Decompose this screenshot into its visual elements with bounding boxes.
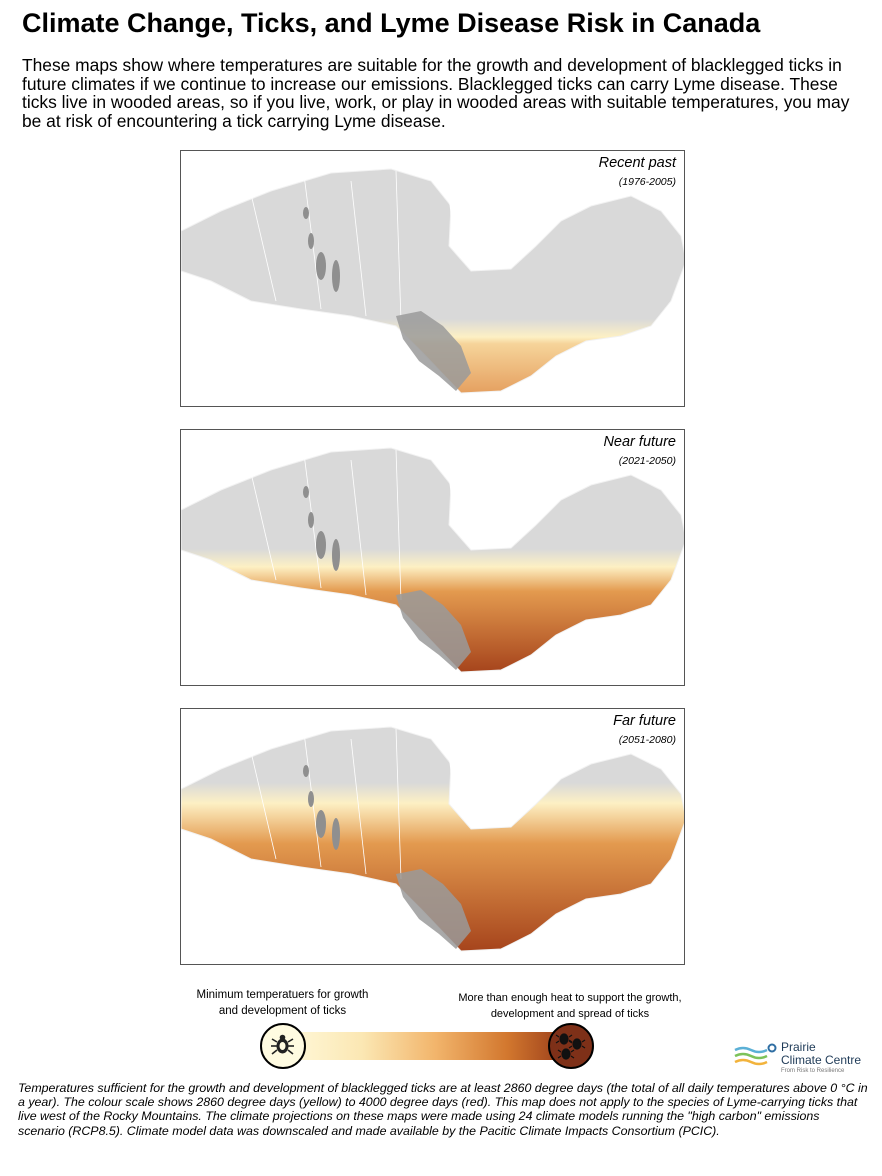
map-far-future: Far future (2051-2080) [180, 708, 685, 965]
logo-line1: Prairie [781, 1040, 816, 1054]
map-recent-past: Recent past (1976-2005) [180, 150, 685, 407]
legend-min-label: Minimum temperatuers for growth and deve… [196, 989, 369, 1017]
canada-map [181, 709, 684, 952]
colour-scale-bar [290, 1032, 580, 1060]
prairie-climate-centre-logo: Prairie Climate Centre From Risk to Resi… [733, 1040, 873, 1080]
map-period-label: Recent past [598, 155, 676, 171]
map-period-label: Far future [613, 713, 676, 729]
intro-text: These maps show where temperatures are s… [22, 55, 850, 131]
map-years-label: (2051-2080) [618, 734, 676, 746]
canada-map [181, 151, 684, 394]
page-title: Climate Change, Ticks, and Lyme Disease … [22, 8, 761, 38]
multiple-ticks-icon [548, 1023, 594, 1069]
logo-tagline: From Risk to Resilience [781, 1068, 845, 1074]
map-years-label: (1976-2005) [618, 176, 676, 188]
single-tick-icon [260, 1023, 306, 1069]
footnote: Temperatures sufficient for the growth a… [18, 1081, 868, 1138]
logo-line2: Climate Centre [781, 1053, 862, 1067]
map-near-future: Near future (2021-2050) [180, 429, 685, 686]
canada-map [181, 430, 684, 673]
map-years-label: (2021-2050) [618, 455, 676, 467]
logo-waves-icon [734, 1043, 777, 1066]
map-period-label: Near future [603, 434, 676, 450]
legend-max-label: More than enough heat to support the gro… [458, 992, 682, 1020]
